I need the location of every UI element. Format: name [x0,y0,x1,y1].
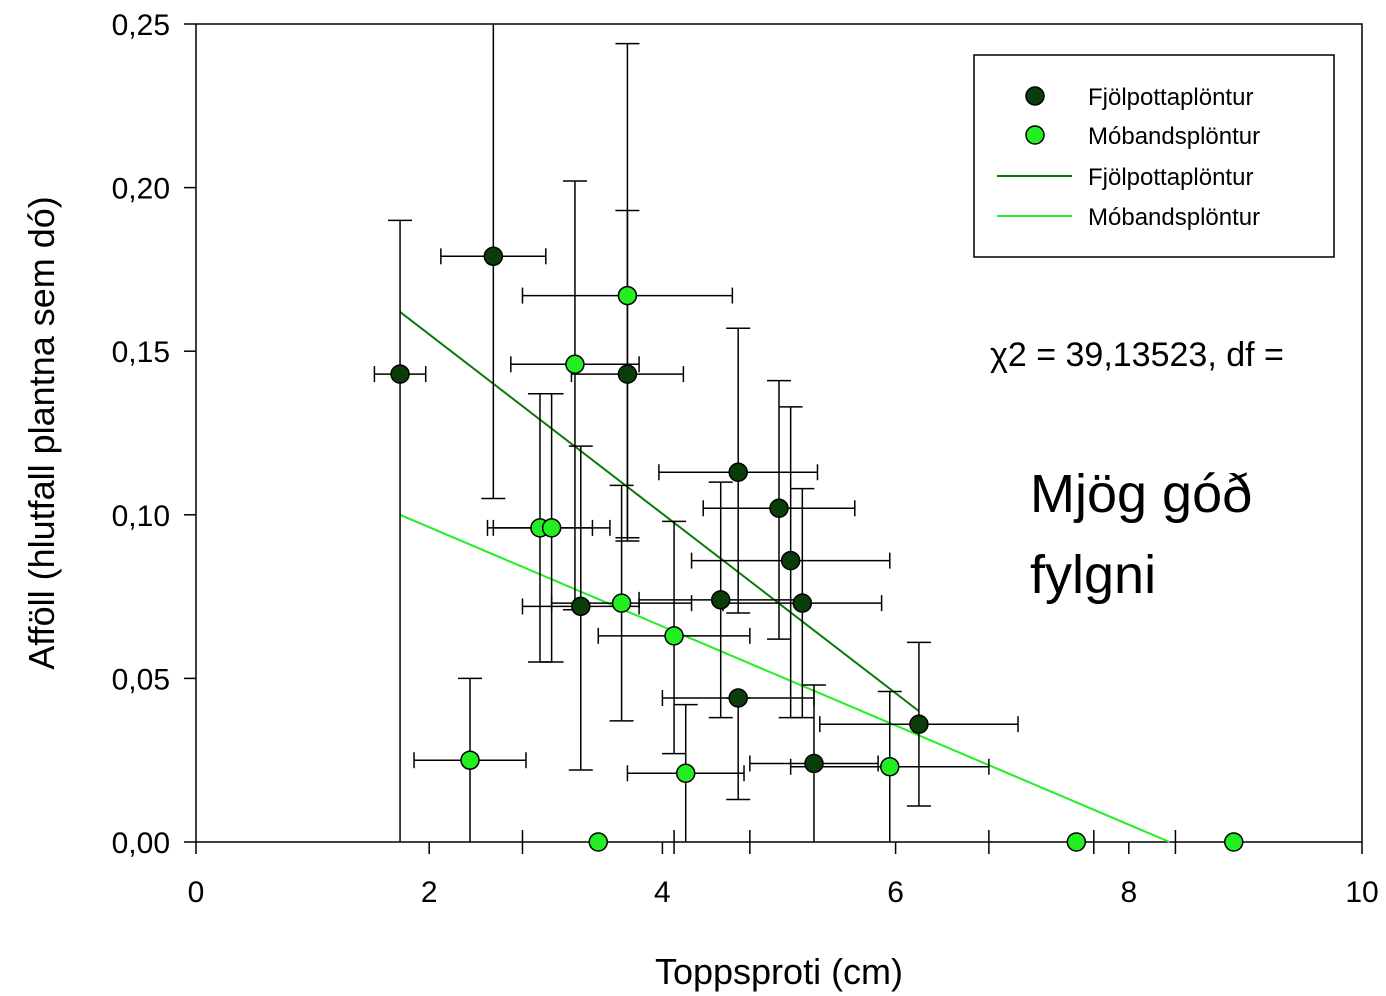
x-tick-label: 6 [887,876,904,909]
y-axis-title: Afföll (hlutfall plantna sem dó) [21,196,62,670]
data-point [617,285,638,306]
legend-label-fjolpotta-marker: Fjölpottaplöntur [1088,84,1253,111]
data-point [664,626,684,646]
x-axis-title: Toppsproti (cm) [655,951,903,992]
data-point [792,593,813,613]
data-point [909,714,929,734]
data-point [541,518,562,538]
right-mask [1364,290,1386,410]
data-point [588,832,609,852]
legend-marker-fjolpotta [1025,86,1045,106]
y-tick-label: 0,25 [112,9,170,42]
chi-square-annotation: χ2 = 39,13523, df = [990,336,1284,374]
data-point [728,462,748,483]
y-tick-label: 0,15 [112,336,170,369]
axes: 0 2 4 6 8 10 0,00 0,05 0,10 0,15 0,20 0,25 [112,9,1379,909]
data-point [804,753,824,774]
fit-line [399,311,920,712]
data-point [617,364,638,384]
correlation-annotation-line2: fylgni [1030,545,1156,605]
data-point [460,750,480,770]
data-point [769,498,789,519]
correlation-annotation-line1: Mjög góð [1030,464,1252,524]
legend-marker-mobands [1025,125,1045,145]
data-point [571,596,591,617]
data-point [565,354,585,375]
data-point [710,590,731,610]
data-point [675,763,696,784]
legend-label-fjolpotta-line: Fjölpottaplöntur [1088,164,1253,191]
y-tick-label: 0,10 [112,500,170,533]
y-tick-label: 0,00 [112,827,170,860]
x-tick-label: 2 [421,876,438,909]
x-tick-label: 10 [1345,876,1378,909]
x-tick-label: 4 [654,876,671,909]
data-point [1066,832,1087,852]
data-point [1223,832,1244,852]
data-point [880,756,900,777]
fit-lines [399,311,1171,843]
fit-line [399,513,1171,843]
data-point [611,593,632,613]
x-tick-label: 8 [1120,876,1137,909]
y-tick-label: 0,20 [112,173,170,206]
y-tick-label: 0,05 [112,663,170,696]
data-point [728,688,748,708]
legend-label-mobands-line: Móbandsplöntur [1088,204,1260,231]
data-point [390,364,410,384]
legend: Fjölpottaplöntur Móbandsplöntur Fjölpott… [973,54,1335,258]
legend-label-mobands-marker: Móbandsplöntur [1088,123,1260,150]
data-point [483,246,504,267]
x-tick-label: 0 [188,876,205,909]
data-point [780,550,801,571]
plot-area [195,23,1363,843]
data-points [390,246,1244,852]
